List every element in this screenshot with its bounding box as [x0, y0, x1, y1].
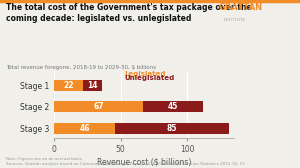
Text: Note: Figures are on an accrual basis.
Sources: Grattan analysis based on Common: Note: Figures are on an accrual basis. S…: [6, 157, 246, 166]
Text: 45: 45: [168, 102, 178, 111]
Text: 46: 46: [80, 124, 90, 133]
Bar: [54, 80, 83, 91]
Bar: [54, 101, 143, 112]
Bar: [54, 123, 115, 134]
Text: 85: 85: [167, 124, 177, 133]
Text: Legislated: Legislated: [125, 71, 166, 77]
Text: GRATTAN: GRATTAN: [219, 3, 263, 12]
Bar: [115, 123, 229, 134]
Text: Total revenue foregone, 2018-19 to 2029-30, $ billions: Total revenue foregone, 2018-19 to 2029-…: [6, 65, 156, 70]
Text: 22: 22: [63, 81, 74, 90]
Text: 14: 14: [87, 81, 98, 90]
X-axis label: Revenue cost ($ billions): Revenue cost ($ billions): [97, 157, 191, 166]
Bar: [143, 101, 203, 112]
Text: Unlegislated: Unlegislated: [125, 75, 175, 81]
Bar: [83, 80, 102, 91]
Text: INSTITUTE: INSTITUTE: [224, 18, 246, 22]
Text: The total cost of the Government's tax package over the
coming decade: legislate: The total cost of the Government's tax p…: [6, 3, 252, 23]
Text: 67: 67: [93, 102, 104, 111]
